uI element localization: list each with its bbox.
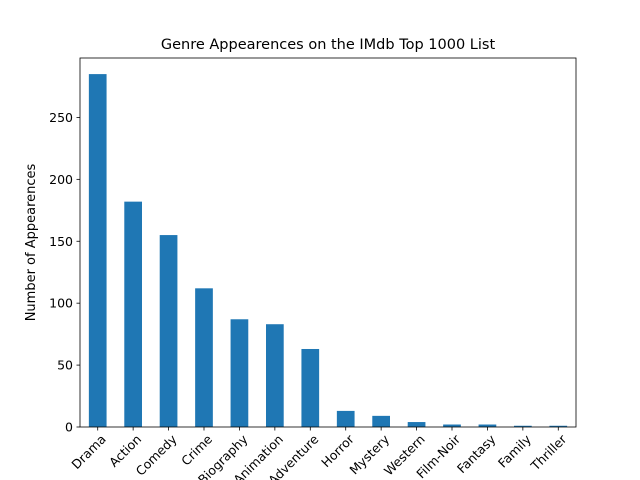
y-tick-label: 0	[65, 420, 73, 435]
bar-fantasy	[478, 424, 497, 427]
y-axis-label: Number of Appearences	[24, 163, 39, 321]
bar-comedy	[159, 235, 178, 427]
bar-family	[514, 425, 532, 427]
bar-biography	[230, 319, 249, 427]
y-tick-label: 200	[49, 172, 73, 187]
bar-drama	[88, 74, 107, 427]
bar-thriller	[549, 425, 568, 427]
plot-frame	[79, 57, 577, 428]
bar-mystery	[372, 415, 390, 427]
bar-western	[407, 422, 426, 427]
y-tick-label: 100	[49, 296, 73, 311]
bar-crime	[195, 288, 213, 427]
bar-adventure	[301, 348, 320, 427]
y-tick-label: 50	[57, 358, 73, 373]
chart-title: Genre Appearences on the IMdb Top 1000 L…	[161, 37, 496, 53]
bar-film-noir	[443, 424, 461, 427]
y-tick-label: 150	[49, 234, 73, 249]
y-tick-label: 250	[49, 110, 73, 125]
y-axis-ticks: 0 50 100 150 200 250	[49, 110, 80, 435]
bar-action	[124, 201, 142, 427]
bars-group	[88, 74, 568, 427]
bar-animation	[266, 324, 284, 427]
bar-horror	[336, 410, 355, 427]
